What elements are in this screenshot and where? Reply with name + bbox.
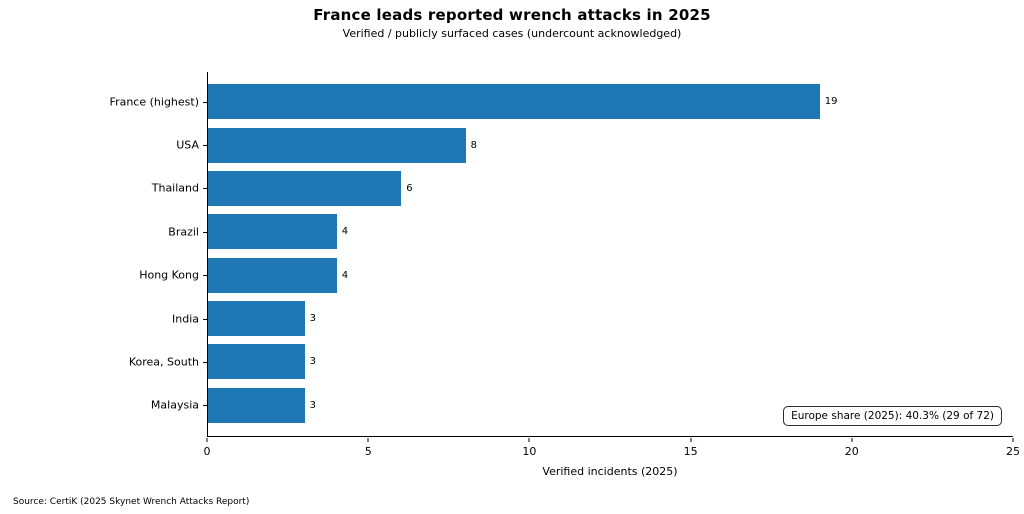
bar [208,257,337,293]
value-label: 8 [470,139,477,151]
x-axis-label: Verified incidents (2025) [542,465,678,478]
x-tick-mark [690,438,692,442]
x-tick-mark [528,438,530,442]
bar-row: India 3 [172,297,1013,340]
value-label: 3 [309,399,316,411]
x-tick-mark [367,438,369,442]
x-tick-label: 0 [203,445,211,458]
value-label: 3 [309,356,316,368]
x-tick-mark [851,438,853,442]
bar [208,170,402,206]
bar [208,344,305,380]
bar [208,387,305,423]
x-axis-ticks: 0 5 10 15 20 25 [203,438,1020,464]
value-label: 4 [341,226,349,238]
value-label: 19 [824,96,838,108]
value-label: 4 [341,269,349,281]
plot-area: France (highest) 19 USA 8 Thailand 6 Brazil 4 Ho… [110,72,1013,437]
y-tick-mark [203,275,207,277]
x-tick-mark [206,438,208,442]
bar-row: Brazil 4 [168,210,1013,253]
bar [208,127,466,163]
value-label: 3 [309,313,316,325]
x-tick-label: 15 [683,445,698,458]
x-tick-label: 5 [364,445,372,458]
bar [208,84,820,120]
source-note: Source: CertiK (2025 Skynet Wrench Attac… [13,497,250,507]
x-tick-mark [1012,438,1014,442]
y-tick-mark [203,188,207,190]
y-tick-mark [203,318,207,320]
y-tick-mark [203,361,207,363]
category-label: Malaysia [150,398,199,412]
bars-container: France (highest) 19 USA 8 Thailand 6 Brazil 4 Ho… [110,80,1013,427]
bar-row: Malaysia 3 [151,384,1013,427]
category-label: Korea, South [128,355,199,369]
category-label: Hong Kong [139,268,199,282]
y-tick-mark [203,231,207,233]
bar-row: France (highest) 19 [110,80,1013,123]
bar-row: Hong Kong 4 [139,254,1013,297]
chart-subtitle: Verified / publicly surfaced cases (unde… [342,27,682,40]
chart-title: France leads reported wrench attacks in … [313,6,711,24]
bar-row: Thailand 6 [152,167,1013,210]
x-tick-label: 25 [1006,445,1020,458]
x-tick-label: 20 [844,445,859,458]
bar [208,214,337,250]
category-label: France (highest) [109,95,199,109]
category-label: Brazil [168,225,199,239]
bar-row: USA 8 [176,123,1013,166]
bar-row: Korea, South 3 [129,340,1013,383]
category-label: USA [176,138,199,152]
y-tick-mark [203,405,207,407]
x-tick-label: 10 [522,445,537,458]
category-label: Thailand [151,181,199,195]
y-tick-mark [203,101,207,103]
category-label: India [172,312,199,326]
bar [208,301,305,337]
y-tick-mark [203,145,207,147]
annotation-box: Europe share (2025): 40.3% (29 of 72) [783,406,1002,426]
value-label: 6 [406,182,413,194]
